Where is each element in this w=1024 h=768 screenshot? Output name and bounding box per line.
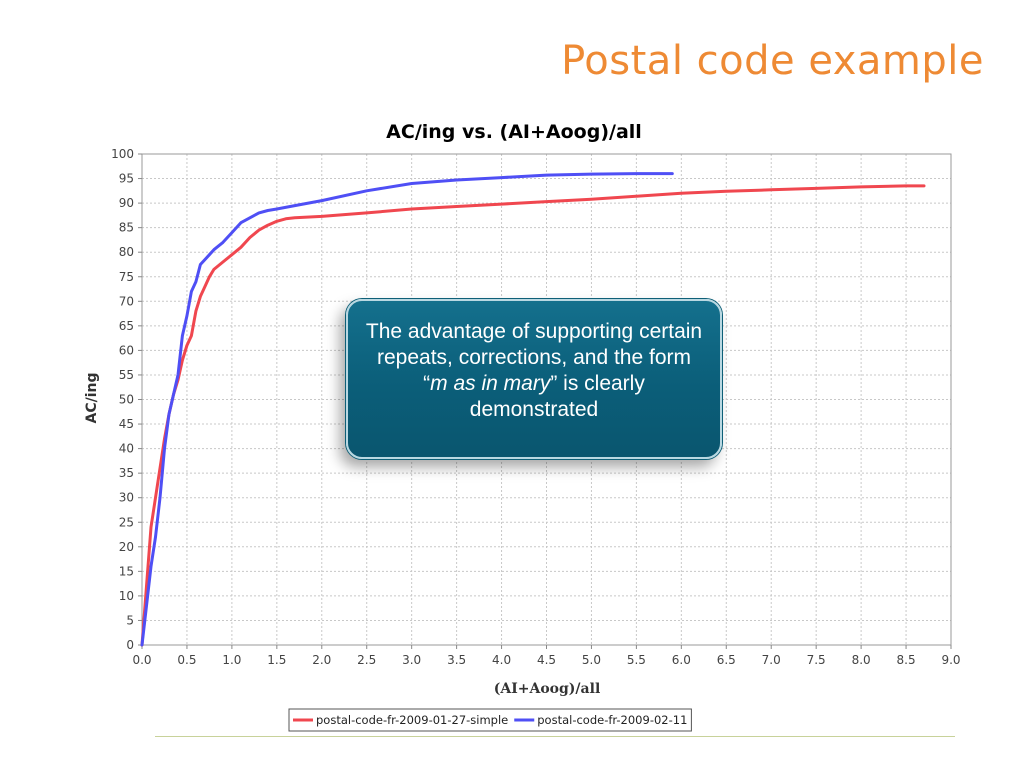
x-tick-label: 0.5 <box>177 653 196 667</box>
chart-legend: postal-code-fr-2009-01-27-simple postal-c… <box>288 708 692 732</box>
legend-box <box>288 708 692 732</box>
chart-series <box>140 172 926 647</box>
y-tick-label: 65 <box>119 319 134 333</box>
y-tick-label: 70 <box>119 294 134 308</box>
chart-title: AC/ing vs. (AI+Aoog)/all <box>386 121 642 143</box>
x-tick-label: 5.0 <box>582 653 601 667</box>
series-line-2 <box>140 172 674 647</box>
y-tick-label: 75 <box>119 270 134 284</box>
callout-box: The advantage of supporting certain repe… <box>346 299 722 459</box>
legend-label-2: postal-code-fr-2009-02-11 <box>537 713 687 727</box>
slide-title: Postal code example <box>561 38 984 84</box>
x-tick-label: 2.0 <box>312 653 331 667</box>
bottom-rule <box>155 736 955 737</box>
x-tick-label: 9.0 <box>941 653 960 667</box>
x-tick-label: 3.0 <box>402 653 421 667</box>
x-tick-label: 3.5 <box>447 653 466 667</box>
y-axis-label: AC/ing <box>84 372 100 423</box>
y-tick-label: 95 <box>119 172 134 186</box>
x-tick-label: 4.5 <box>537 653 556 667</box>
y-tick-label: 50 <box>119 393 134 407</box>
y-tick-label: 10 <box>119 589 134 603</box>
y-tick-label: 15 <box>119 564 134 578</box>
y-tick-label: 25 <box>119 515 134 529</box>
x-tick-label: 4.0 <box>492 653 511 667</box>
x-tick-label: 8.0 <box>852 653 871 667</box>
callout-text-after: ” is clearly demonstrated <box>469 372 645 421</box>
x-tick-label: 8.5 <box>897 653 916 667</box>
x-axis-label: (AI+Aoog)/all <box>494 681 601 697</box>
chart-axes: 0.0 0.5 1.0 1.5 2.0 2.5 3.0 3.5 4.0 4.5 5.0 5.5 6.0 6… <box>111 147 960 667</box>
y-tick-label: 5 <box>126 613 134 627</box>
x-tick-label: 5.5 <box>627 653 646 667</box>
x-tick-label: 1.5 <box>267 653 286 667</box>
y-tick-label: 30 <box>119 491 134 505</box>
y-tick-label: 20 <box>119 540 134 554</box>
x-tick-label: 1.0 <box>222 653 241 667</box>
y-tick-label: 40 <box>119 442 134 456</box>
y-tick-label: 60 <box>119 343 134 357</box>
y-tick-label: 85 <box>119 221 134 235</box>
y-tick-label: 55 <box>119 368 134 382</box>
x-tick-label: 0.0 <box>132 653 151 667</box>
callout-text-emphasis: m as in mary <box>430 372 551 395</box>
x-tick-label: 7.0 <box>762 653 781 667</box>
y-tick-label: 35 <box>119 466 134 480</box>
x-tick-label: 2.5 <box>357 653 376 667</box>
y-tick-label: 45 <box>119 417 134 431</box>
y-tick-label: 0 <box>126 638 134 652</box>
x-tick-label: 7.5 <box>807 653 826 667</box>
y-tick-label: 100 <box>111 147 134 161</box>
x-tick-label: 6.5 <box>717 653 736 667</box>
legend-label-1: postal-code-fr-2009-01-27-simple <box>316 713 508 727</box>
x-tick-label: 6.0 <box>672 653 691 667</box>
y-tick-label: 80 <box>119 245 134 259</box>
y-tick-label: 90 <box>119 196 134 210</box>
callout-text-before: The advantage of supporting certain repe… <box>365 320 703 395</box>
